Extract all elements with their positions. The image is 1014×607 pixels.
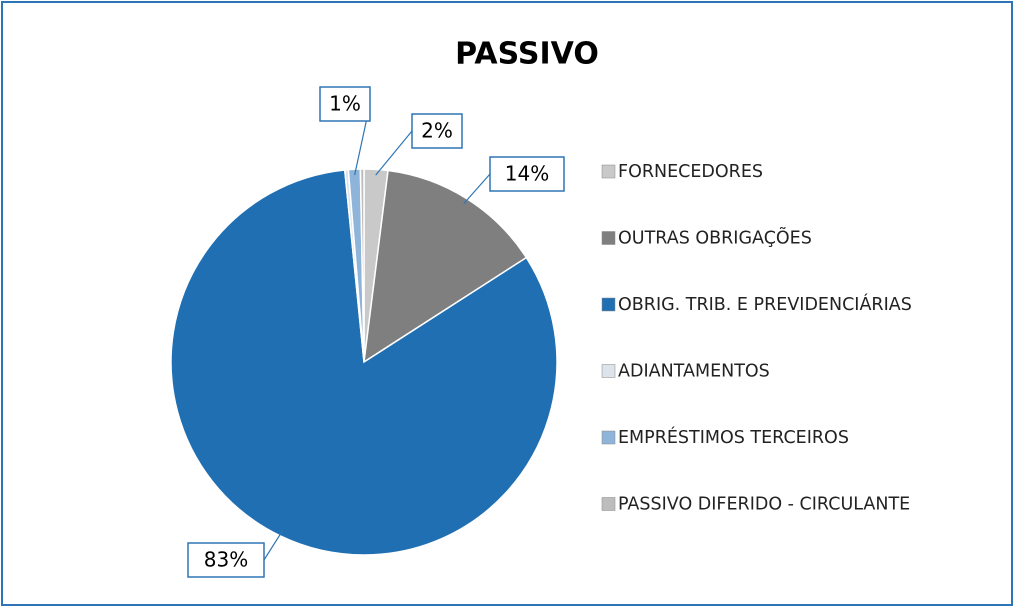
legend-swatch bbox=[601, 364, 616, 378]
legend-label: FORNECEDORES bbox=[618, 162, 763, 182]
legend-label: PASSIVO DIFERIDO - CIRCULANTE bbox=[618, 495, 910, 515]
legend-label: EMPRÉSTIMOS TERCEIROS bbox=[618, 426, 849, 448]
data-label: 1% bbox=[329, 92, 361, 116]
legend-swatch bbox=[601, 297, 616, 312]
chart-title: PASSIVO bbox=[455, 37, 599, 72]
leader-line bbox=[463, 173, 491, 204]
legend-swatch bbox=[601, 231, 616, 245]
data-label: 83% bbox=[204, 548, 248, 572]
data-label-box bbox=[489, 156, 565, 192]
data-label-box bbox=[411, 113, 463, 149]
legend-label: OBRIG. TRIB. E PREVIDENCIÁRIAS bbox=[618, 293, 912, 315]
pie-slice bbox=[359, 168, 365, 363]
leader-line bbox=[263, 530, 284, 561]
pie-slice bbox=[170, 169, 558, 556]
data-label: 2% bbox=[421, 119, 453, 143]
data-label-box bbox=[319, 86, 371, 122]
legend-swatch bbox=[601, 430, 616, 445]
legend-swatch bbox=[601, 164, 616, 179]
legend-swatch bbox=[601, 497, 616, 511]
pie-slice bbox=[363, 169, 528, 364]
data-label-box bbox=[187, 542, 265, 578]
data-label: 14% bbox=[505, 162, 549, 186]
legend-label: OUTRAS OBRIGAÇÕES bbox=[618, 227, 812, 249]
legend-label: ADIANTAMENTOS bbox=[618, 362, 770, 382]
leader-line bbox=[375, 130, 413, 176]
